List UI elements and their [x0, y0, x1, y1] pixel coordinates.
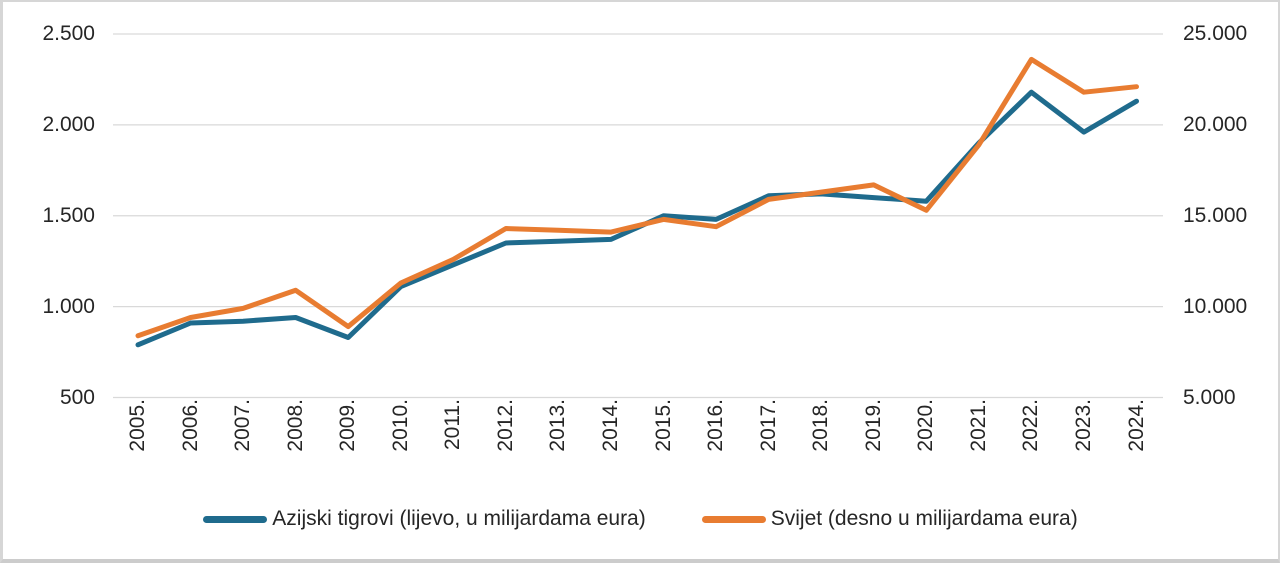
left-axis-tick: 500 — [59, 385, 95, 409]
x-axis-tick: 2011. — [441, 399, 465, 450]
x-axis-tick: 2005. — [126, 399, 149, 452]
right-axis-tick: 25.000 — [1183, 22, 1248, 45]
legend-line-marker — [701, 515, 766, 523]
x-axis-tick: 2010. — [388, 399, 412, 452]
legend-item: Svijet (desno u milijardama eura) — [701, 507, 1078, 531]
legend-line-marker — [203, 515, 268, 523]
x-axis-tick: 2022. — [1019, 399, 1043, 452]
x-axis-tick: 2007. — [231, 399, 255, 452]
x-axis-tick: 2021. — [966, 399, 990, 452]
x-axis-tick: 2018. — [809, 399, 833, 452]
left-axis-tick: 2.000 — [42, 112, 95, 136]
x-axis-tick: 2014. — [598, 399, 622, 452]
x-axis-tick: 2009. — [336, 399, 360, 452]
right-axis-tick: 10.000 — [1183, 294, 1248, 318]
left-axis-tick: 1.500 — [42, 203, 95, 227]
x-axis-tick: 2020. — [914, 399, 938, 452]
legend-label: Azijski tigrovi (lijevo, u milijardama e… — [272, 507, 646, 530]
x-axis-tick: 2023. — [1071, 399, 1095, 452]
x-axis-tick: 2012. — [493, 399, 517, 452]
x-axis-tick: 2017. — [756, 399, 780, 452]
right-axis-tick: 20.000 — [1183, 112, 1248, 136]
plot-area — [113, 33, 1163, 399]
chart-legend: Azijski tigrovi (lijevo, u milijardama e… — [3, 507, 1278, 531]
x-axis-tick: 2016. — [704, 399, 728, 452]
left-axis-tick: 2.500 — [42, 22, 95, 45]
x-axis-tick: 2019. — [861, 399, 885, 452]
legend-label: Svijet (desno u milijardama eura) — [770, 507, 1078, 530]
series-line — [135, 56, 1139, 339]
left-axis-tick: 1.000 — [42, 294, 95, 318]
series-lines — [135, 56, 1139, 348]
x-axis-tick: 2006. — [178, 399, 202, 452]
gridlines — [113, 33, 1163, 399]
legend-item: Azijski tigrovi (lijevo, u milijardama e… — [203, 507, 646, 531]
right-axis-tick: 5.000 — [1183, 385, 1236, 409]
x-axis-tick: 2024. — [1124, 399, 1148, 452]
x-axis-tick: 2013. — [546, 399, 570, 452]
x-axis-tick: 2015. — [651, 399, 675, 452]
x-axis-tick: 2008. — [283, 399, 307, 452]
right-axis-tick: 15.000 — [1183, 203, 1248, 227]
